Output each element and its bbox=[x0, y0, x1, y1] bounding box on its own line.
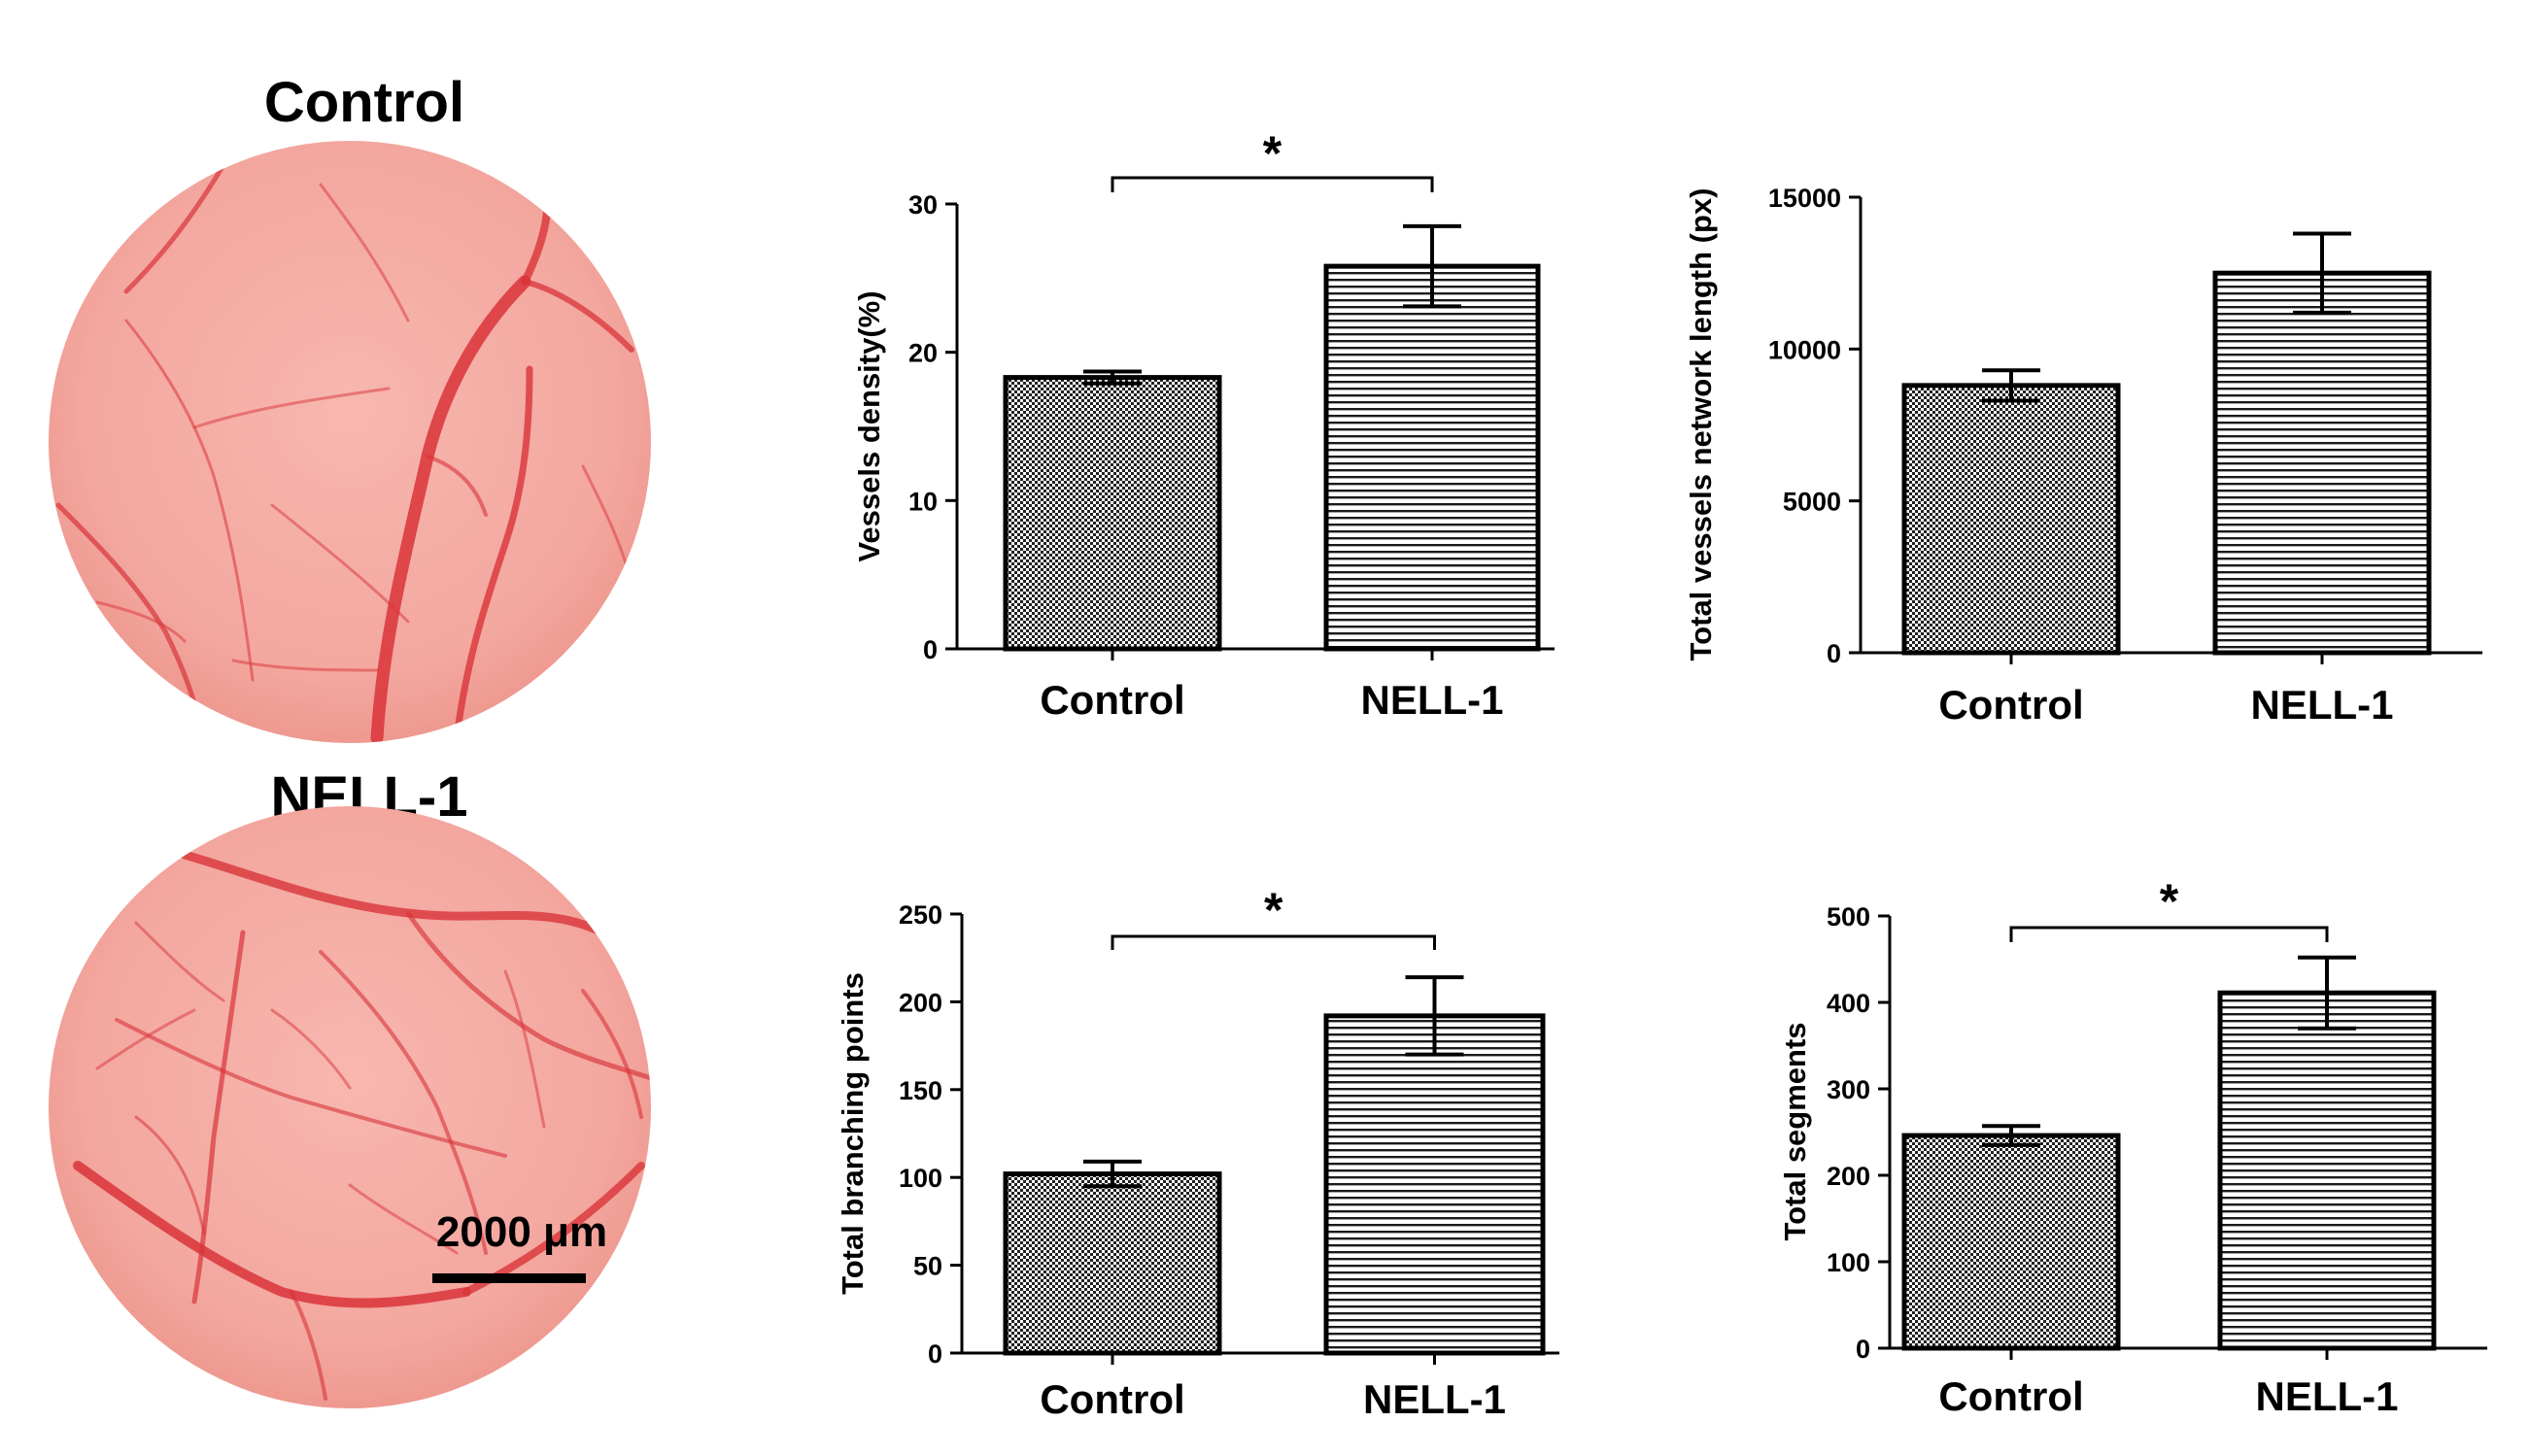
x-category-label: Control bbox=[1938, 1373, 2083, 1419]
y-tick-label: 20 bbox=[908, 339, 938, 368]
y-tick-label: 500 bbox=[1827, 902, 1870, 931]
x-category-label: Control bbox=[1040, 677, 1184, 723]
error-bar bbox=[1083, 1159, 1142, 1189]
x-category-label: NELL-1 bbox=[2251, 682, 2394, 728]
y-tick-label: 10 bbox=[908, 487, 938, 516]
bar-control bbox=[1901, 383, 2121, 656]
significance-star: * bbox=[2160, 874, 2179, 929]
bar-nell-1 bbox=[2217, 990, 2437, 1351]
control-image-title: Control bbox=[264, 71, 464, 134]
y-tick-label: 15000 bbox=[1768, 184, 1841, 213]
error-bar bbox=[1982, 368, 2040, 403]
y-axis-label: Total vessels network length (px) bbox=[1684, 188, 1718, 661]
scale-bar-label: 2000 μm bbox=[436, 1208, 607, 1256]
significance-star: * bbox=[1263, 126, 1282, 181]
y-tick-label: 0 bbox=[1827, 639, 1841, 668]
bar-control bbox=[1003, 1171, 1222, 1356]
significance-bracket: * bbox=[1111, 883, 1436, 950]
y-tick-label: 100 bbox=[899, 1164, 942, 1193]
x-category-label: Control bbox=[1040, 1376, 1184, 1422]
y-tick-label: 100 bbox=[1827, 1248, 1870, 1277]
network-length-chart: 0 5000 10000 15000 Total vessels network len… bbox=[1684, 184, 2482, 728]
y-axis-label: Vessels density(%) bbox=[852, 290, 886, 561]
x-category-label: NELL-1 bbox=[1361, 677, 1504, 723]
significance-bracket: * bbox=[2009, 874, 2329, 942]
error-bar bbox=[1403, 223, 1461, 309]
bracket-line bbox=[1111, 934, 1436, 950]
bar-control bbox=[1003, 375, 1222, 652]
bracket-line bbox=[1111, 176, 1434, 192]
x-category-label: Control bbox=[1938, 682, 2083, 728]
error-bar bbox=[1083, 369, 1142, 386]
control-cam-image bbox=[49, 141, 651, 743]
y-tick-label: 0 bbox=[923, 635, 938, 664]
y-axis-label: Total branching points bbox=[836, 972, 870, 1295]
branching-points-chart: 0 50 100 150 200 250 Total branching points Con… bbox=[836, 883, 1559, 1422]
scale-bar bbox=[432, 1273, 586, 1283]
y-tick-label: 5000 bbox=[1783, 488, 1841, 517]
error-bar bbox=[2293, 231, 2351, 315]
error-bar bbox=[2298, 955, 2356, 1031]
y-tick-label: 0 bbox=[928, 1339, 942, 1369]
y-tick-label: 200 bbox=[1827, 1162, 1870, 1191]
bar-nell-1 bbox=[1323, 263, 1541, 652]
error-bar bbox=[1405, 975, 1464, 1057]
y-tick-label: 10000 bbox=[1768, 335, 1841, 364]
y-tick-label: 50 bbox=[913, 1252, 942, 1281]
bar-nell-1 bbox=[1323, 1013, 1546, 1356]
y-tick-label: 300 bbox=[1827, 1075, 1870, 1104]
x-category-label: NELL-1 bbox=[1363, 1376, 1506, 1422]
y-axis-label: Total segments bbox=[1778, 1022, 1812, 1240]
significance-bracket: * bbox=[1111, 126, 1434, 192]
y-tick-label: 400 bbox=[1827, 989, 1870, 1018]
significance-star: * bbox=[1264, 883, 1283, 937]
y-tick-label: 250 bbox=[899, 900, 942, 930]
y-tick-label: 30 bbox=[908, 190, 938, 220]
bar-nell-1 bbox=[2212, 270, 2432, 656]
x-category-label: NELL-1 bbox=[2256, 1373, 2399, 1419]
y-tick-label: 0 bbox=[1856, 1335, 1870, 1364]
bracket-line bbox=[2009, 926, 2329, 942]
error-bar bbox=[1982, 1124, 2040, 1147]
nell-cam-image: 2000 μm bbox=[49, 806, 651, 1408]
total-segments-chart: 0 100 200 300 400 500 Total segments Control NEL… bbox=[1778, 874, 2487, 1419]
vessels-density-chart: 0 10 20 30 Vessels density(%) Control NELL-1 * bbox=[852, 126, 1555, 723]
y-tick-label: 150 bbox=[899, 1076, 942, 1105]
y-tick-label: 200 bbox=[899, 988, 942, 1017]
bar-control bbox=[1901, 1133, 2121, 1351]
